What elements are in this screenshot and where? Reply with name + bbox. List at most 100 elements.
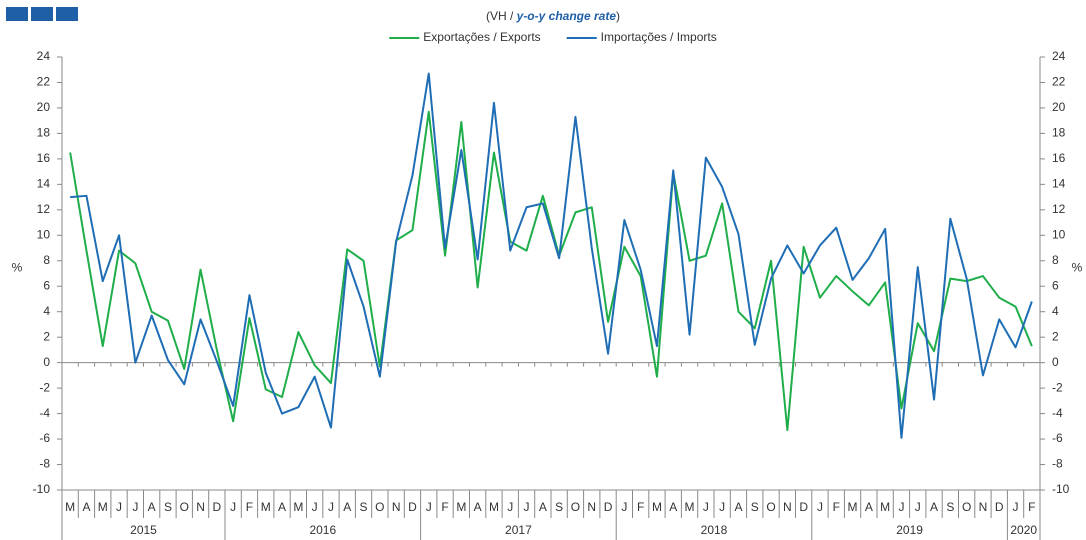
y2-tick-label: 20 [1052, 100, 1066, 114]
y2-tick-label: -2 [1052, 380, 1063, 394]
x-tick-label: J [817, 500, 823, 514]
title-part: y-o-y change rate [516, 9, 617, 23]
x-tick-label: A [669, 500, 677, 514]
x-tick-label: M [261, 500, 271, 514]
x-tick-label: M [880, 500, 890, 514]
x-tick-label: J [507, 500, 513, 514]
logo-block [6, 7, 28, 21]
x-tick-label: M [652, 500, 662, 514]
title-part: ) [616, 9, 620, 23]
x-tick-label: M [98, 500, 108, 514]
y2-tick-label: 4 [1052, 304, 1059, 318]
x-tick-label: D [995, 500, 1004, 514]
y-tick-label: 14 [37, 177, 51, 191]
x-tick-label: S [946, 500, 954, 514]
chart-title: (VH / y-o-y change rate) [486, 9, 620, 23]
x-tick-label: S [751, 500, 759, 514]
x-tick-label: F [833, 500, 840, 514]
y2-tick-label: -6 [1052, 431, 1063, 445]
x-tick-label: A [82, 500, 90, 514]
x-tick-label: F [1028, 500, 1035, 514]
x-tick-label: O [180, 500, 189, 514]
x-tick-label: O [375, 500, 384, 514]
y2-tick-label: 2 [1052, 329, 1059, 343]
y-tick-label: -4 [39, 406, 50, 420]
x-tick-label: A [734, 500, 742, 514]
y-tick-label: -10 [33, 482, 51, 496]
x-tick-label: J [116, 500, 122, 514]
y2-tick-label: -8 [1052, 457, 1063, 471]
x-tick-label: M [685, 500, 695, 514]
x-tick-label: A [278, 500, 286, 514]
y2-tick-label: 12 [1052, 202, 1066, 216]
year-label: 2016 [309, 523, 336, 537]
year-label: 2019 [896, 523, 923, 537]
x-tick-label: J [312, 500, 318, 514]
x-tick-label: S [555, 500, 563, 514]
y-tick-label: 0 [43, 355, 50, 369]
x-tick-label: O [571, 500, 580, 514]
x-tick-label: D [604, 500, 613, 514]
y-tick-label: 16 [37, 151, 51, 165]
x-tick-label: J [719, 500, 725, 514]
x-tick-label: M [489, 500, 499, 514]
data-line [69, 110, 1033, 432]
y2-tick-label: 24 [1052, 49, 1066, 63]
x-tick-label: M [456, 500, 466, 514]
y-axis-label: % [12, 261, 23, 275]
x-tick-label: S [164, 500, 172, 514]
logo-block [56, 7, 78, 21]
y-tick-label: -8 [39, 457, 50, 471]
y2-tick-label: 8 [1052, 253, 1059, 267]
x-tick-label: J [1013, 500, 1019, 514]
x-tick-label: J [703, 500, 709, 514]
x-tick-label: F [441, 500, 448, 514]
x-tick-label: N [196, 500, 205, 514]
x-tick-label: D [408, 500, 417, 514]
y2-tick-label: 18 [1052, 126, 1066, 140]
x-tick-label: N [587, 500, 596, 514]
y-tick-label: 6 [43, 278, 50, 292]
year-label: 2015 [130, 523, 157, 537]
x-tick-label: S [360, 500, 368, 514]
logo-block [31, 7, 53, 21]
x-tick-label: N [392, 500, 401, 514]
x-tick-label: D [213, 500, 222, 514]
x-tick-label: A [865, 500, 873, 514]
y2-tick-label: -10 [1052, 482, 1070, 496]
x-tick-label: A [343, 500, 351, 514]
y2-tick-label: 10 [1052, 227, 1066, 241]
x-tick-label: A [148, 500, 156, 514]
y-tick-label: 12 [37, 202, 51, 216]
x-tick-label: J [898, 500, 904, 514]
y-tick-label: 24 [37, 49, 51, 63]
x-tick-label: M [293, 500, 303, 514]
x-tick-label: A [930, 500, 938, 514]
legend-label: Exportações / Exports [423, 30, 540, 44]
x-tick-label: J [621, 500, 627, 514]
y-tick-label: 2 [43, 329, 50, 343]
x-tick-label: F [246, 500, 253, 514]
x-tick-label: J [524, 500, 530, 514]
x-tick-label: A [539, 500, 547, 514]
x-tick-label: M [848, 500, 858, 514]
y-tick-label: 4 [43, 304, 50, 318]
y2-tick-label: 0 [1052, 355, 1059, 369]
x-tick-label: J [328, 500, 334, 514]
y2-tick-label: 16 [1052, 151, 1066, 165]
y-tick-label: 18 [37, 126, 51, 140]
x-tick-label: J [426, 500, 432, 514]
y-tick-label: -2 [39, 380, 50, 394]
legend: Exportações / Exports Importações / Impor… [389, 30, 717, 44]
y2-tick-label: 14 [1052, 177, 1066, 191]
x-tick-label: N [979, 500, 988, 514]
title-part: (VH / [486, 9, 517, 23]
x-tick-label: M [65, 500, 75, 514]
y-tick-label: 10 [37, 227, 51, 241]
y2-tick-label: 6 [1052, 278, 1059, 292]
x-tick-label: N [783, 500, 792, 514]
year-label: 2017 [505, 523, 532, 537]
x-tick-label: J [230, 500, 236, 514]
y-tick-label: -6 [39, 431, 50, 445]
